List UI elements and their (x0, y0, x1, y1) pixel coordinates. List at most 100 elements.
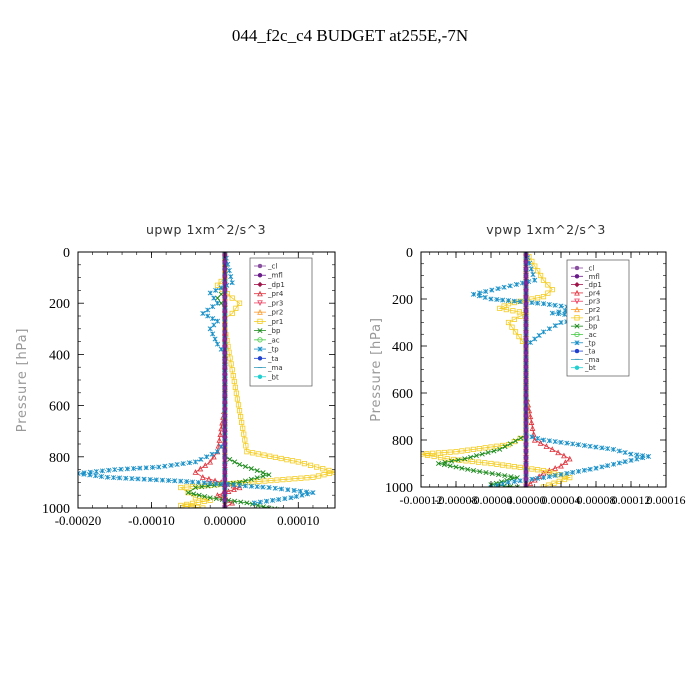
zero-line-marker (222, 372, 228, 376)
series-tp-point (137, 465, 143, 471)
zero-line-marker (222, 400, 228, 404)
series-pr4-point (197, 465, 204, 472)
series-tp-point (297, 488, 303, 494)
zero-line-marker (523, 449, 529, 453)
series-pr4-point (192, 469, 199, 475)
series-tp-point (540, 437, 547, 443)
zero-line-marker (222, 295, 228, 299)
series-tp-point (192, 459, 199, 465)
legend-entry-ma: _ma (267, 364, 283, 372)
series-pr1-point (244, 449, 250, 455)
zero-line-marker (523, 309, 529, 313)
series-tp-point (166, 477, 172, 483)
series-pr1-point (505, 463, 512, 469)
legend-marker (257, 328, 263, 334)
y-tick-label: 800 (392, 434, 413, 449)
series-tp-point (149, 464, 155, 470)
series-bp-point (192, 485, 199, 491)
series-pr1-point (267, 453, 273, 459)
series-pr1-point (529, 466, 535, 472)
series-tp-point (552, 302, 558, 308)
series-pr4-point (562, 459, 569, 465)
series-pr1-point (540, 467, 547, 474)
series-tp-point (540, 329, 547, 335)
series-tp-point (210, 316, 216, 322)
zero-line-marker (523, 421, 529, 425)
series-bp-point (284, 507, 289, 508)
series-pr4-point (549, 446, 556, 452)
series-tp-point (593, 465, 599, 471)
y-tick-label: 1000 (42, 502, 70, 517)
series-pr4-point (537, 440, 544, 446)
zero-line-marker (222, 491, 228, 495)
legend-entry-ma: _ma (584, 356, 600, 364)
series-bp-point (254, 475, 260, 481)
legend-marker (257, 346, 263, 352)
zero-line-marker (222, 351, 228, 355)
legend-entry-pr3: _pr3 (584, 298, 600, 306)
legend-entry-pr2: _pr2 (267, 309, 283, 317)
zero-line-marker (523, 337, 529, 341)
series-tp-point (200, 310, 206, 316)
series-tp-point (575, 468, 582, 474)
series-pr1-point (289, 458, 296, 464)
legend-marker (574, 265, 580, 271)
series-tp-point (288, 495, 294, 501)
series-tp-point (546, 301, 552, 308)
series-tp-point (535, 475, 541, 481)
series-pr1-point (430, 450, 436, 456)
series-tp-point (260, 484, 266, 490)
zero-line-marker (523, 267, 529, 271)
series-bp-point (260, 504, 266, 508)
zero-line-marker (523, 414, 529, 418)
series-tp-point (124, 466, 130, 472)
series-tp-point (528, 266, 534, 272)
y-tick-label: 200 (49, 297, 70, 312)
series-tp-point (293, 493, 299, 499)
series-tp-point (118, 466, 124, 472)
legend-entry-ta: _ta (267, 355, 279, 363)
series-tp-point (93, 469, 99, 475)
series-pr4-point (199, 474, 206, 480)
series-pr1-point (229, 367, 235, 373)
series-pr1-point (546, 482, 552, 487)
legend-entry-cl: _cl (584, 265, 594, 273)
legend-entry-ac: _ac (267, 336, 280, 344)
series-pr1-point (546, 469, 552, 475)
zero-line-marker (523, 351, 529, 355)
series-tp-point (476, 293, 482, 299)
series-pr1-point (241, 431, 247, 437)
series-tp-point (207, 290, 213, 296)
series-tp-point (605, 446, 611, 452)
series-tp-point (546, 326, 552, 332)
series-tp-point (529, 300, 535, 306)
zero-line-marker (222, 337, 228, 341)
legend-marker (574, 348, 580, 354)
series-tp-point (532, 277, 538, 283)
series-pr1-point (431, 453, 437, 460)
series-tp-point (616, 448, 622, 454)
series-bp-point (435, 460, 442, 467)
series-tp-point (172, 478, 178, 484)
y-tick-label: 800 (49, 451, 70, 466)
series-tp-point (159, 477, 165, 483)
zero-line-marker (222, 407, 228, 411)
series-tp-point (501, 284, 507, 290)
series-pr1-point (424, 451, 430, 457)
series-pr1-point (567, 474, 573, 481)
series-pr1-point (304, 475, 310, 481)
series-tp-point (257, 499, 263, 505)
series-pr4-point (555, 449, 561, 456)
legend-entry-bp: _bp (584, 323, 598, 331)
series-tp-point (529, 476, 535, 482)
series-pr1-point (453, 449, 459, 455)
series-pr1-point (470, 446, 477, 453)
series-tp-point (536, 332, 542, 338)
panel-title: upwp 1xm^2/s^3 (146, 222, 266, 237)
series-pr1-point (261, 452, 267, 458)
series-pr1-point (242, 437, 248, 443)
series-tp-point (552, 439, 558, 445)
zero-line-marker (523, 330, 529, 334)
series-tp-point (123, 475, 129, 481)
series-bp-point (266, 505, 272, 508)
